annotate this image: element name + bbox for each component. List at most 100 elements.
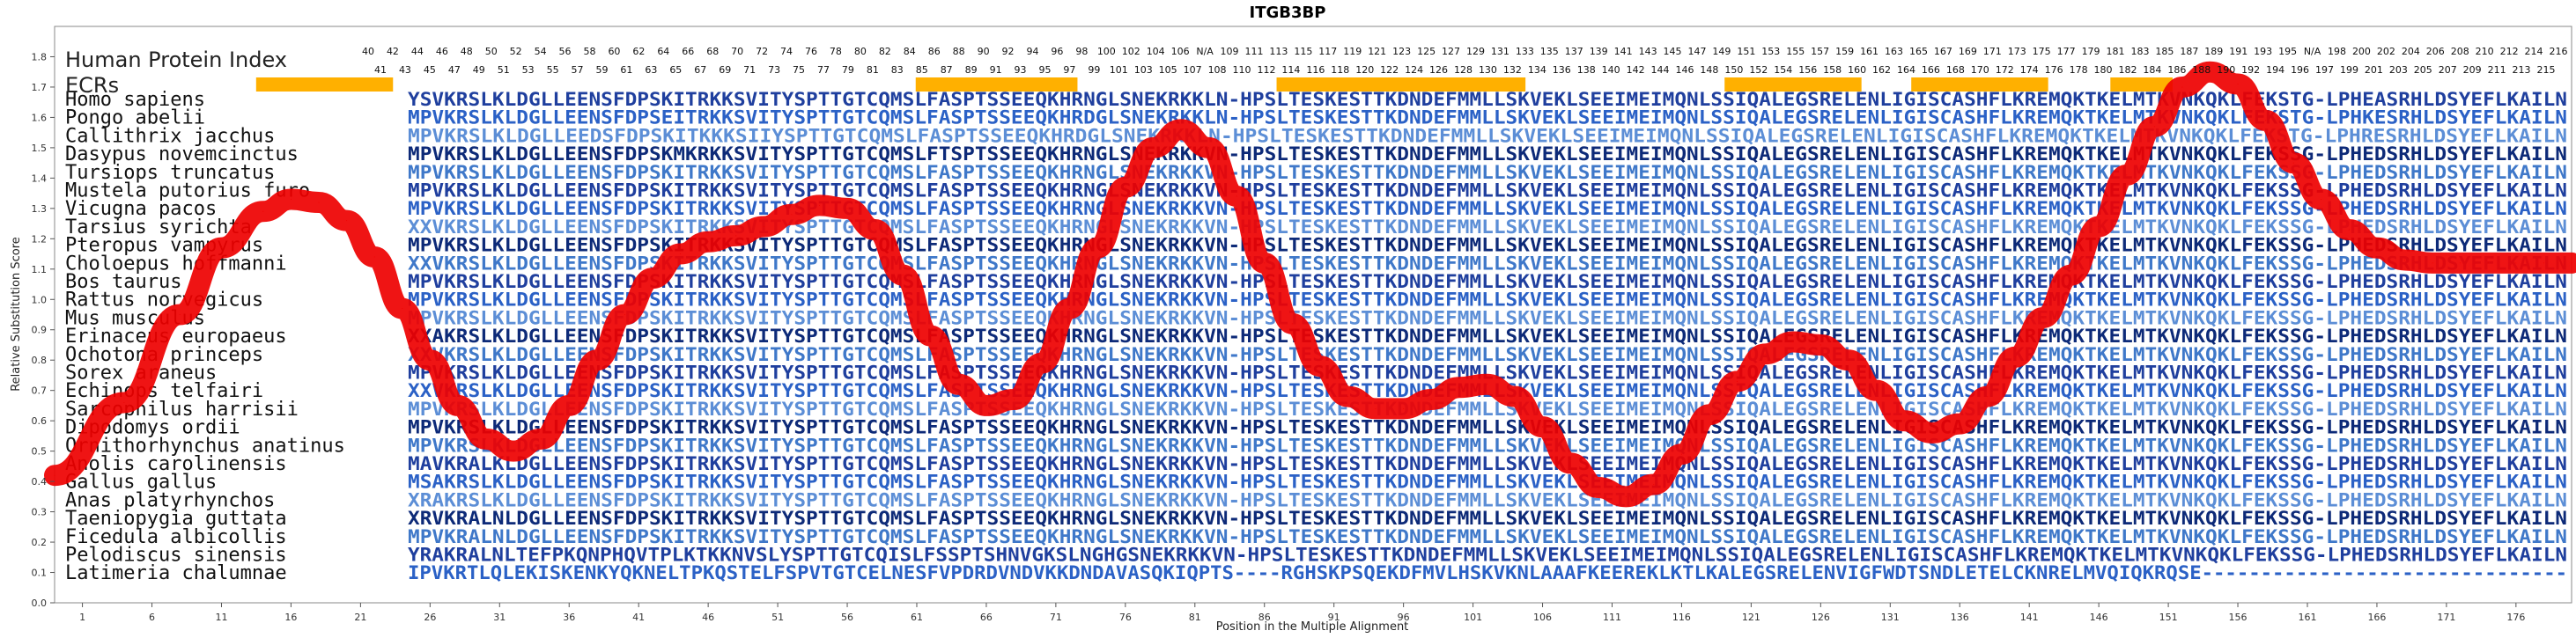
sequence-row: YRAKRALNLTEFPKQNPHQVTPLKTKKNVSLYSPTTGTCQ… [408,545,2567,566]
score-point [985,405,987,407]
y-tick-label: 0.5 [32,446,48,458]
protein-index-label: 89 [965,64,978,76]
protein-index-label: 183 [2130,46,2149,57]
protein-index-label: 105 [1159,64,1177,76]
protein-index-label: 41 [374,64,387,76]
protein-index-label: 209 [2463,64,2482,76]
protein-index-label: 155 [1786,46,1805,57]
score-point [596,359,598,361]
protein-index-label: 151 [1737,46,1755,57]
substitution-score-line [44,61,2576,508]
score-point [1737,380,1738,382]
protein-index-label: 211 [2488,64,2506,76]
protein-index-label: 149 [1712,46,1731,57]
y-tick-label: 1.1 [32,264,48,275]
x-tick-label: 101 [1464,612,1482,623]
protein-index-label: 59 [595,64,608,76]
protein-index-label: 156 [1798,64,1817,76]
score-point [2292,162,2294,164]
protein-index-label: 188 [2192,64,2211,76]
ecr-bar [1911,77,2048,92]
species-label: Choloepus hoffmanni [65,253,287,275]
protein-index-label: 187 [2180,46,2198,57]
species-label: Anas platyrhynchos [65,489,275,511]
protein-index-label: 66 [682,46,694,57]
protein-index-label: 172 [1996,64,2014,76]
y-tick-label: 0.4 [32,476,48,488]
protein-index-label: 61 [620,64,632,76]
protein-index-label: 132 [1503,64,1522,76]
protein-index-label: 161 [1860,46,1878,57]
score-point [1180,128,1182,130]
protein-index-label: 213 [2513,64,2531,76]
x-tick-label: 146 [2090,612,2108,623]
protein-index-label: 169 [1959,46,1977,57]
protein-index-label: 60 [608,46,620,57]
protein-index-label: 45 [424,64,436,76]
protein-index-label: 128 [1454,64,1473,76]
score-point [1291,323,1293,325]
ecr-bar [1724,77,1862,92]
x-tick-label: 16 [284,612,297,623]
score-point [791,214,793,216]
protein-index-label: 129 [1466,46,1485,57]
protein-index-label: 144 [1651,64,1670,76]
protein-index-label: 164 [1897,64,1915,76]
protein-index-label: 46 [436,46,448,57]
protein-index-label: 119 [1343,46,1362,57]
y-axis-label: Relative Substitution Score [10,237,23,392]
sequence-row: MPVKRSLKLDGLLEENSFDPSKITRKKSVITYSPTTGTCQ… [408,235,2567,256]
score-point [541,438,543,440]
protein-index-label: 201 [2365,64,2383,76]
sequence-row: XRVKRALNLDGLLEENSFDPSKITRKKSVITYSPTTGTCQ… [408,508,2567,529]
score-point [735,235,737,237]
protein-index-label: 55 [547,64,559,76]
protein-index-label: 194 [2266,64,2284,76]
protein-index-label: 153 [1761,46,1780,57]
score-line-layer [44,61,2576,508]
y-tick-label: 0.8 [32,355,48,366]
protein-index-label: 198 [2328,46,2346,57]
protein-index-label: 67 [694,64,706,76]
y-tick-label: 1.7 [32,82,48,93]
species-label: Ficedula albicollis [65,526,287,548]
score-point [2098,226,2100,228]
score-point [1542,426,1544,428]
score-point [1875,390,1877,392]
protein-index-label: 191 [2229,46,2248,57]
x-tick-label: 31 [493,612,506,623]
protein-index-label: 90 [978,46,990,57]
ecr-bar [2110,77,2173,92]
score-point [457,405,459,407]
protein-index-label: 137 [1565,46,1583,57]
protein-index-label: 94 [1026,46,1038,57]
protein-index-label: 216 [2550,46,2568,57]
protein-index-label: 177 [2057,46,2076,57]
protein-index-label: 166 [1922,64,1940,76]
protein-index-label: 212 [2500,46,2519,57]
protein-index-label: 125 [1417,46,1436,57]
x-tick-label: 136 [1951,612,1969,623]
ecrs-label: ECRs [65,73,119,98]
protein-index-label: 72 [756,46,768,57]
protein-index-label: 115 [1294,46,1312,57]
protein-index-label: 109 [1221,46,1239,57]
y-tick-label: 0.0 [32,598,48,609]
score-point [1375,407,1377,409]
protein-index-label: 192 [2241,64,2260,76]
protein-index-label: 174 [2020,64,2039,76]
ecr-bar [1276,77,1526,92]
score-point [707,241,709,243]
protein-index-label: 83 [891,64,904,76]
protein-index-label: 141 [1614,46,1633,57]
protein-index-label: 118 [1331,64,1349,76]
x-axis-label: Position in the Multiple Alignment [1216,620,1409,634]
score-point [2487,262,2489,264]
protein-index-label: 171 [1983,46,2002,57]
score-point [1208,147,1210,149]
species-label: Tarsius syrichta [65,216,252,238]
x-tick-label: 151 [2159,612,2178,623]
ecr-bar [255,77,394,92]
x-tick-label: 21 [354,612,366,623]
